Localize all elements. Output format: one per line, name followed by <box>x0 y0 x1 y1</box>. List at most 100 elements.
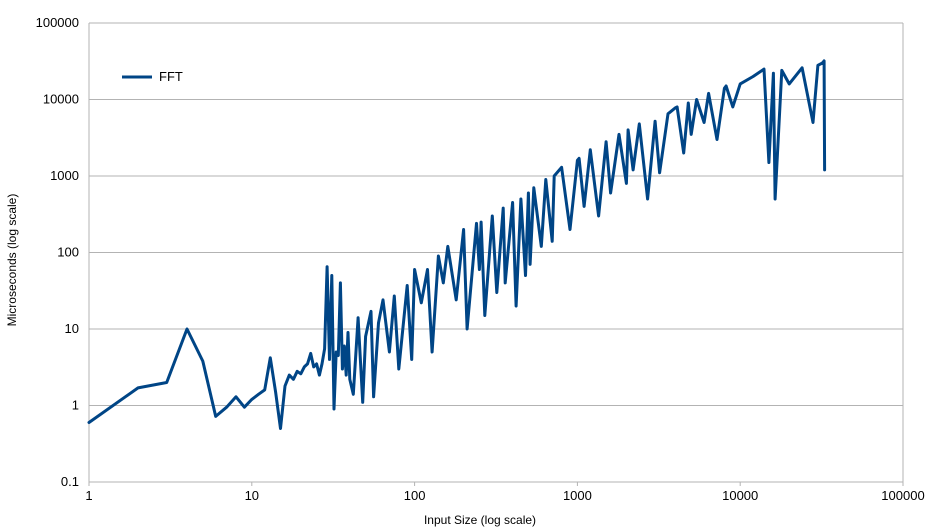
data-point <box>269 356 272 359</box>
horizontal-gridlines <box>89 22 903 483</box>
x-tick-label-1: 10 <box>245 488 259 503</box>
data-point <box>478 268 481 271</box>
data-point <box>341 367 344 371</box>
data-point <box>544 178 547 181</box>
data-point <box>773 197 777 201</box>
data-point <box>715 138 719 141</box>
data-point <box>442 281 445 285</box>
data-point <box>762 67 766 71</box>
data-point <box>430 350 434 354</box>
data-point <box>243 406 246 409</box>
data-point <box>225 406 228 409</box>
data-point <box>346 331 350 334</box>
y-tick-label-2: 10 <box>65 321 79 336</box>
data-point <box>343 344 346 348</box>
data-point <box>524 274 527 277</box>
data-point <box>312 365 315 369</box>
data-point <box>201 359 204 363</box>
data-point <box>345 373 348 377</box>
data-point <box>296 370 299 373</box>
y-axis-title: Microseconds (log scale) <box>5 194 19 327</box>
data-point <box>413 268 416 271</box>
data-point <box>328 358 331 361</box>
data-point <box>707 92 710 95</box>
y-tick-label-1: 1 <box>72 398 79 413</box>
data-point <box>511 201 514 204</box>
series-line-0 <box>87 59 827 430</box>
data-point <box>576 159 579 162</box>
data-point <box>465 327 469 331</box>
data-point <box>325 265 329 268</box>
y-tick-label-6: 100000 <box>36 15 79 30</box>
data-point <box>257 393 260 396</box>
data-point <box>723 87 726 90</box>
data-point <box>772 72 775 75</box>
data-point <box>330 274 333 277</box>
data-point <box>446 245 449 248</box>
legend: FFT <box>122 69 183 84</box>
data-point <box>675 105 679 109</box>
data-point <box>234 395 238 398</box>
data-point <box>514 304 518 308</box>
data-point <box>165 381 168 384</box>
data-point <box>788 82 791 86</box>
data-point <box>560 166 563 169</box>
data-point <box>420 301 423 304</box>
x-tick-label-4: 10000 <box>722 488 758 503</box>
data-point <box>597 214 600 218</box>
y-tick-label-5: 10000 <box>43 92 79 107</box>
data-point <box>283 384 287 388</box>
data-point <box>393 294 396 298</box>
data-point <box>626 128 630 132</box>
series-layer <box>87 59 827 430</box>
x-tick-label-2: 100 <box>404 488 426 503</box>
data-point <box>369 310 373 313</box>
data-point <box>811 121 815 124</box>
data-point <box>821 61 824 65</box>
data-point <box>751 75 755 78</box>
data-point <box>540 245 543 248</box>
data-point <box>502 206 505 210</box>
data-point <box>320 362 324 366</box>
data-point <box>702 121 706 124</box>
data-point <box>690 133 693 136</box>
data-point <box>292 378 295 381</box>
data-point <box>658 171 661 174</box>
data-point <box>475 222 478 225</box>
data-point <box>406 284 409 287</box>
data-point <box>426 268 429 271</box>
data-point <box>532 186 535 189</box>
data-point <box>437 254 440 258</box>
data-point <box>553 174 556 178</box>
data-point <box>800 66 804 70</box>
data-point <box>724 84 728 88</box>
data-point <box>495 291 498 294</box>
series-points-0 <box>87 59 826 430</box>
data-point <box>410 358 413 361</box>
data-point <box>631 168 635 172</box>
axes <box>88 23 904 486</box>
y-tick-label-3: 100 <box>57 245 79 260</box>
data-point <box>279 427 282 430</box>
data-point <box>381 298 385 302</box>
data-point <box>617 133 621 136</box>
data-point <box>455 298 458 302</box>
data-point <box>604 140 608 143</box>
data-point <box>361 401 364 404</box>
data-point <box>483 314 486 317</box>
data-point <box>767 161 771 164</box>
data-point <box>625 182 628 185</box>
data-point <box>731 105 734 109</box>
data-point <box>388 350 391 354</box>
data-point <box>528 263 532 266</box>
data-point <box>274 390 277 394</box>
data-point <box>364 335 367 338</box>
data-point <box>263 388 266 392</box>
data-point <box>303 365 306 369</box>
data-point <box>589 148 592 151</box>
y-tick-label-4: 1000 <box>50 168 79 183</box>
data-point <box>299 372 302 375</box>
data-point <box>288 373 291 377</box>
data-point <box>315 362 318 366</box>
x-tick-label-3: 1000 <box>563 488 592 503</box>
